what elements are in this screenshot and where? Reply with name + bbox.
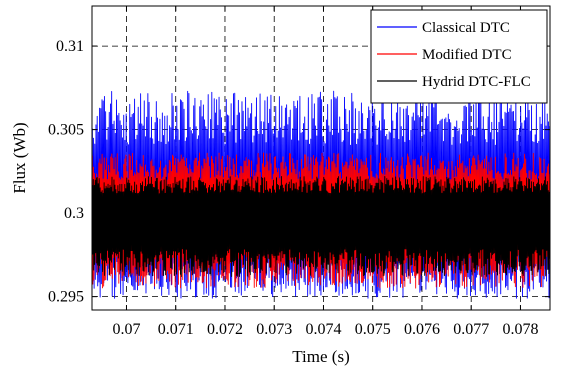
x-tick-label: 0.07	[112, 321, 140, 338]
y-tick-label: 0.305	[48, 122, 84, 139]
x-tick-label: 0.077	[453, 321, 489, 338]
legend: Classical DTC Modified DTC Hydrid DTC-FL…	[370, 9, 548, 104]
x-tick-label: 0.072	[207, 321, 243, 338]
x-axis-title: Time (s)	[292, 347, 349, 366]
legend-label-hydrid-dtc-flc: Hydrid DTC-FLC	[422, 74, 531, 90]
y-tick-label: 0.295	[48, 289, 84, 306]
series-layer	[92, 90, 550, 299]
tick-marks	[92, 6, 550, 310]
legend-box	[370, 9, 548, 104]
x-tick-label: 0.071	[158, 321, 194, 338]
y-tick-label: 0.31	[56, 38, 84, 55]
x-tick-label: 0.074	[305, 321, 341, 338]
series-line-hydrid-dtc-flc	[92, 176, 550, 278]
x-tick-label: 0.073	[256, 321, 292, 338]
y-axis-title: Flux (Wb)	[10, 122, 29, 193]
x-tick-label: 0.075	[355, 321, 391, 338]
y-tick-labels: 0.295 0.3 0.305 0.31	[48, 38, 84, 306]
legend-label-classical-dtc: Classical DTC	[422, 20, 510, 36]
legend-label-modified-dtc: Modified DTC	[422, 47, 512, 63]
x-tick-label: 0.076	[404, 321, 440, 338]
x-tick-labels: 0.07 0.071 0.072 0.073 0.074 0.075 0.076 0.077 0…	[112, 321, 538, 338]
x-tick-label: 0.078	[502, 321, 538, 338]
plot-frame	[91, 5, 551, 311]
y-tick-label: 0.3	[64, 205, 84, 222]
